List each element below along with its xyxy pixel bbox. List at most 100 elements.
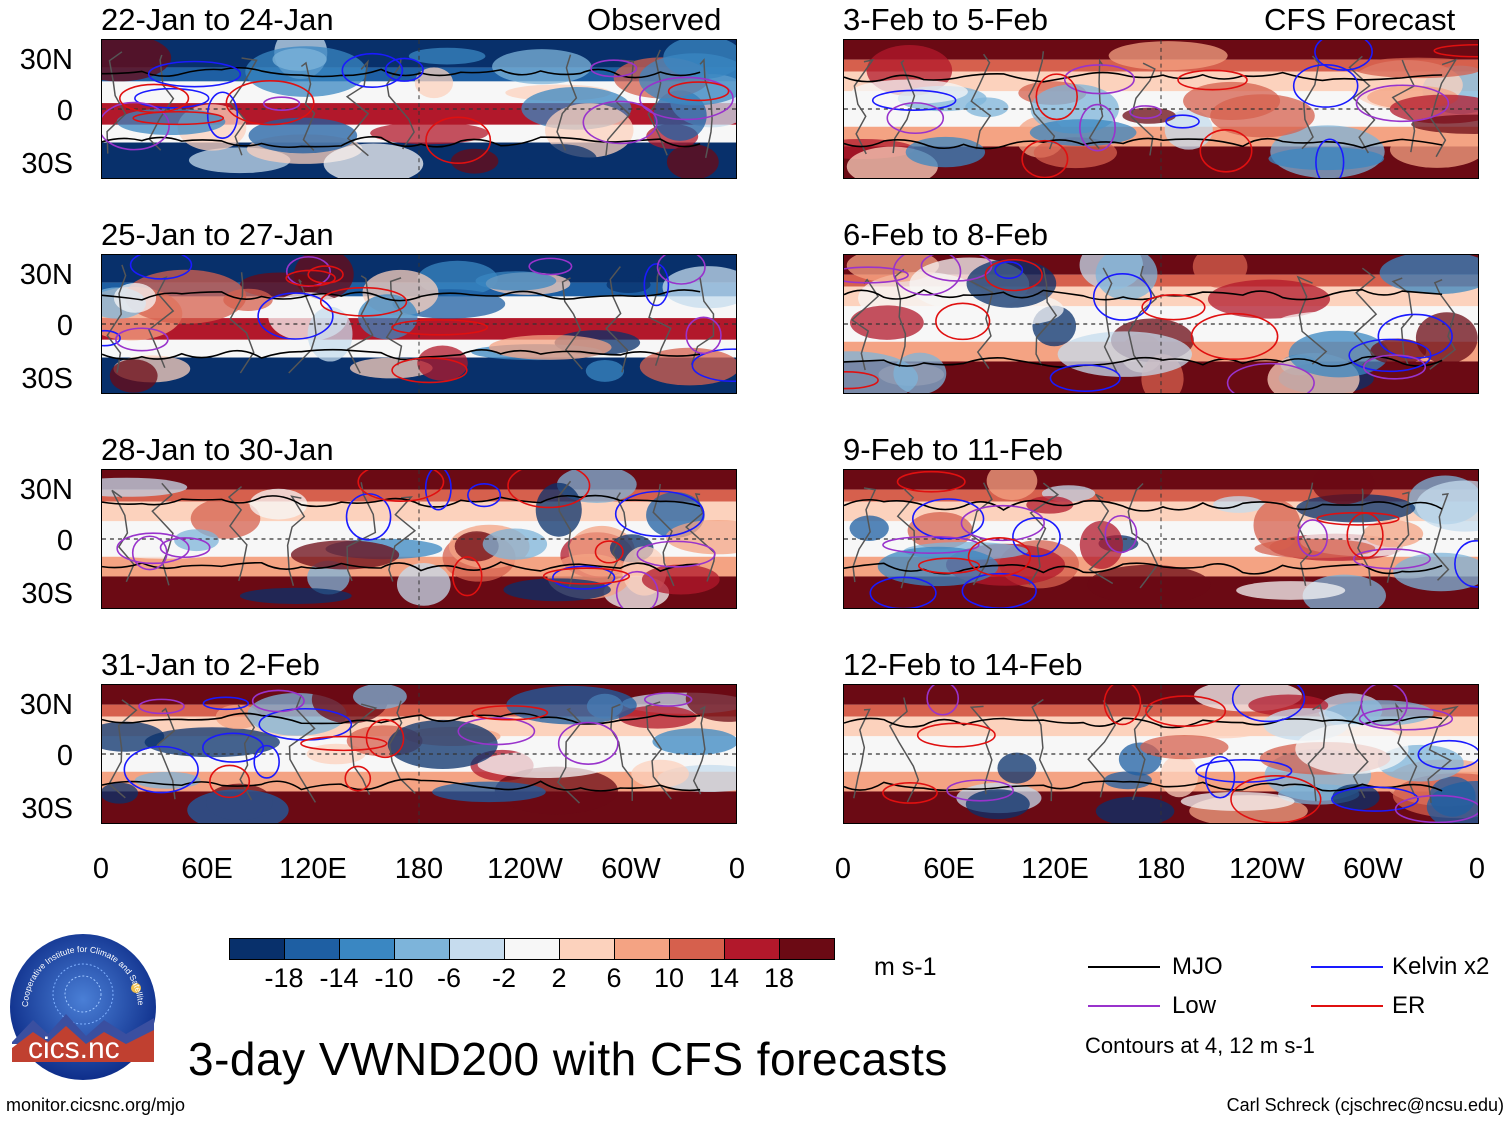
cics-logo: Cooperative Institute for Climate and Sa… — [6, 924, 158, 1082]
kelvin-contour — [202, 696, 250, 711]
map-panel-8 — [843, 684, 1479, 824]
ytick-eq: 0 — [56, 740, 73, 772]
wind-anomaly-blob — [1183, 81, 1281, 120]
wind-anomaly-blob — [1393, 552, 1478, 592]
footer-credit: Carl Schreck (cjschrec@ncsu.edu) — [1226, 1095, 1504, 1115]
colorbar-swatch — [284, 938, 340, 960]
wind-anomaly-blob — [685, 685, 736, 722]
coastline — [850, 278, 880, 371]
ytick-30n: 30N — [19, 44, 73, 76]
kelvin-contour — [1049, 364, 1121, 393]
low-contour — [262, 96, 301, 111]
er-contour — [391, 357, 468, 384]
er-contour — [1145, 695, 1227, 727]
er-contour — [391, 319, 489, 336]
ytick-30s: 30S — [21, 578, 73, 610]
colorbar-swatch — [339, 938, 395, 960]
coastline — [1430, 58, 1458, 158]
legend-label-kelvin: Kelvin x2 — [1392, 953, 1490, 980]
wind-anomaly-blob — [965, 97, 1009, 118]
low-contour — [639, 76, 734, 121]
coastline — [386, 57, 415, 150]
coastline — [1391, 59, 1416, 153]
wind-anomaly-blob — [239, 587, 352, 604]
kelvin-contour — [102, 329, 121, 347]
mjo-contour — [844, 498, 1443, 512]
er-contour — [344, 765, 372, 792]
wind-anomaly-blob — [408, 47, 486, 65]
kelvin-contour — [994, 261, 1024, 280]
ytick-30s: 30S — [21, 363, 73, 395]
kelvin-contour — [1012, 517, 1061, 558]
colorbar-swatch — [779, 938, 835, 960]
low-contour — [1355, 84, 1450, 123]
low-contour — [1358, 707, 1454, 731]
xtick-360: 0 — [1468, 853, 1486, 885]
coastline — [1297, 482, 1314, 586]
wind-anomaly-blob — [1104, 771, 1152, 790]
er-contour — [984, 258, 1043, 292]
xtick-0: 0 — [92, 853, 110, 885]
wind-anomaly-blob — [606, 276, 651, 294]
colorbar-swatch — [229, 938, 285, 960]
er-contour — [425, 116, 492, 165]
kelvin-contour — [1314, 40, 1373, 71]
ytick-30s: 30S — [21, 148, 73, 180]
er-contour — [542, 567, 631, 585]
ytick-30n: 30N — [19, 259, 73, 291]
er-contour — [917, 557, 981, 574]
kelvin-contour — [202, 732, 265, 763]
coastline — [699, 58, 713, 159]
kelvin-contour — [206, 91, 239, 139]
wind-anomaly-blob — [492, 49, 592, 85]
wind-anomaly-blob — [1207, 279, 1331, 319]
wind-anomaly-blob — [631, 759, 689, 788]
wind-anomaly-blob — [113, 282, 157, 313]
er-contour — [1190, 312, 1279, 360]
kelvin-contour — [257, 292, 334, 340]
xtick-180: 180 — [1136, 853, 1186, 885]
kelvin-contour — [147, 60, 242, 88]
kelvin-contour — [1331, 786, 1419, 812]
coastline — [645, 701, 672, 800]
mjo-contour — [102, 494, 701, 508]
er-contour — [967, 537, 1032, 577]
xtick-120w: 120W — [1229, 853, 1305, 885]
coastline — [853, 58, 875, 155]
wind-anomaly-blob — [414, 67, 454, 99]
wind-anomaly-blob — [358, 294, 418, 340]
ytick-eq: 0 — [56, 525, 73, 557]
wind-anomaly-blob — [1057, 331, 1193, 377]
wind-anomaly-blob — [494, 766, 618, 815]
low-contour — [590, 59, 638, 78]
mjo-contour — [844, 137, 1443, 150]
xtick-120e: 120E — [279, 853, 347, 885]
mjo-contour — [102, 289, 701, 302]
colorbar-tick-label: -18 — [264, 963, 304, 993]
ytick-30s: 30S — [21, 793, 73, 825]
low-contour — [685, 316, 722, 355]
wind-anomaly-blob — [1379, 255, 1478, 295]
map-panel-1 — [101, 39, 737, 179]
coastline — [896, 488, 916, 589]
low-contour — [131, 535, 168, 571]
low-contour — [1352, 548, 1431, 570]
map-panel-6 — [843, 254, 1479, 394]
wind-anomaly-blob — [849, 305, 924, 340]
coastline — [892, 59, 916, 154]
coastline — [1353, 267, 1378, 366]
wind-anomaly-blob — [307, 306, 353, 362]
coastline — [346, 275, 374, 374]
wind-anomaly-blob — [1415, 480, 1478, 532]
er-contour — [916, 722, 996, 748]
wind-anomaly-blob — [1108, 41, 1228, 71]
wind-anomaly-blob — [488, 334, 612, 360]
coastline — [1394, 702, 1418, 797]
wind-anomaly-blob — [187, 789, 289, 823]
colorbar-tick-label: -2 — [491, 963, 516, 993]
kelvin-contour — [134, 87, 210, 109]
colorbar-swatch — [669, 938, 725, 960]
coastline — [229, 57, 258, 156]
legend-label-er: ER — [1392, 992, 1426, 1019]
wind-anomaly-blob — [387, 719, 498, 769]
